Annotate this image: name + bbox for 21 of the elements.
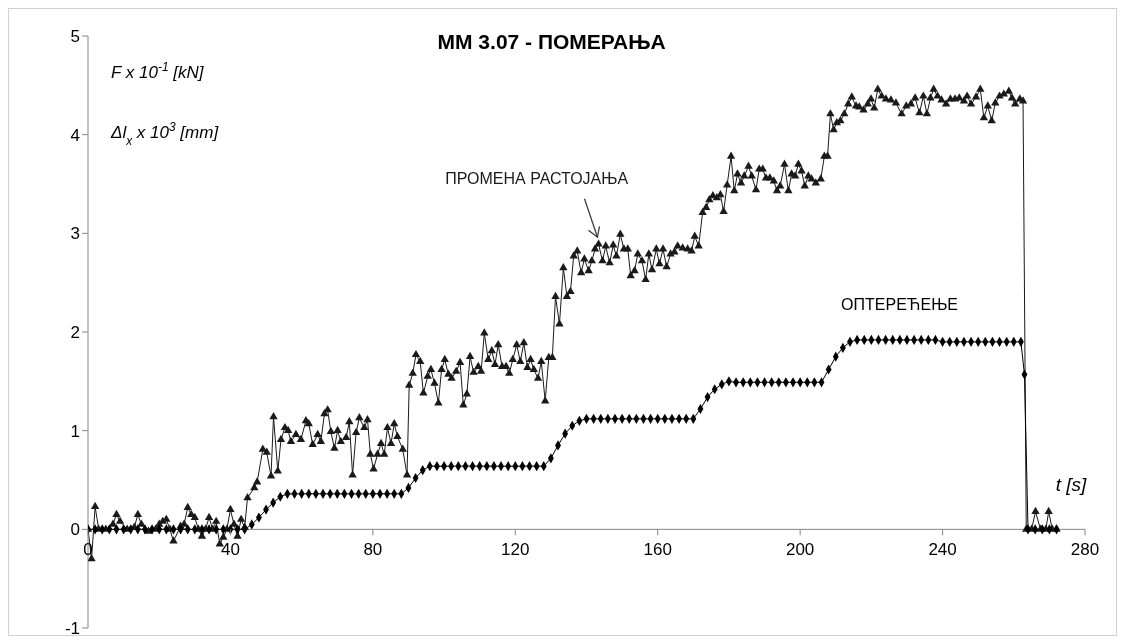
x-tick-label: 80 [363, 540, 383, 560]
y-axis-title: F x 10$^{-1}$ [kN] [111, 60, 205, 82]
x-tick-label: 160 [643, 540, 672, 560]
annotation: Δl$_{x}$ x 10$^{3}$ [mm] [110, 120, 220, 148]
x-tick-label: 200 [785, 540, 815, 560]
y-tick-label: 3 [70, 224, 80, 244]
x-tick-label: 120 [501, 540, 530, 560]
text: ПРОМЕНА РАСТОЈАЊА [445, 170, 629, 187]
x-tick-label: 240 [928, 540, 957, 560]
y-tick-label: 4 [70, 125, 80, 145]
x-axis-title: t [s] [1055, 474, 1088, 496]
y-tick-label: -1 [64, 619, 80, 639]
x-tick-label: 280 [1070, 540, 1100, 560]
series-label: ОПТЕРЕЋЕЊЕ [841, 296, 959, 314]
x-tick-label: 40 [220, 540, 240, 560]
x-tick-label: 0 [83, 540, 93, 560]
y-tick-label: 5 [70, 27, 80, 47]
chart-title: ММ 3.07 - ПОМЕРАЊА [437, 30, 666, 53]
y-tick-label: 0 [70, 520, 80, 540]
y-tick-label: 1 [70, 421, 80, 441]
y-tick-label: 2 [70, 323, 80, 343]
